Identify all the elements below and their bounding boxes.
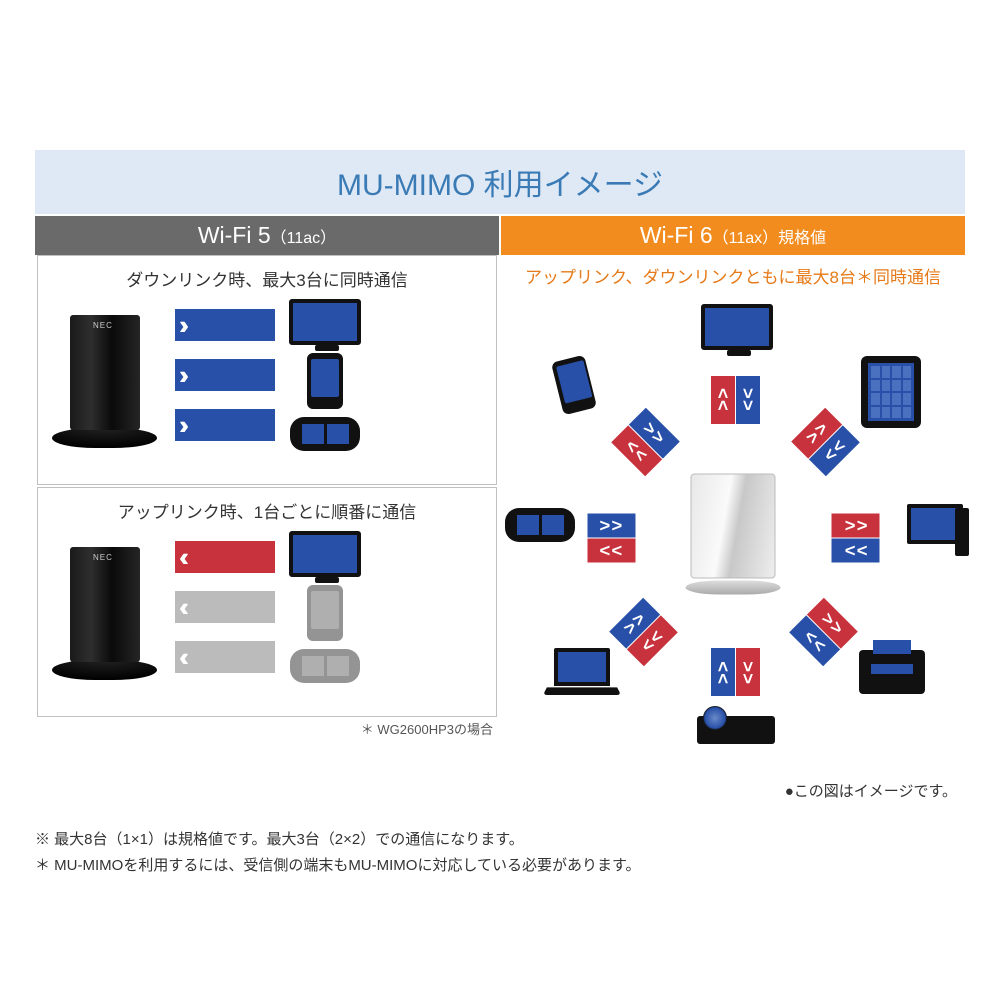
bd-player-icon (697, 716, 765, 776)
uplink-arrow-disabled-icon: ‹‹‹ (175, 591, 275, 623)
downlink-arrow-icon: ››› (175, 359, 275, 391)
laptop-icon (545, 648, 613, 708)
bidir-arrow-icon: ˄˄˅˅ (588, 514, 636, 563)
wifi6-column: Wi-Fi 6（11ax）規格値 アップリンク、ダウンリンクともに最大8台＊同時… (501, 216, 965, 801)
downlink-arrow-icon: ››› (175, 309, 275, 341)
router-black-icon: NEC (52, 535, 157, 680)
wifi6-header-main: Wi-Fi 6 (640, 222, 713, 248)
footnote-2: ＊ MU-MIMOを利用するには、受信側の端末もMU-MIMOに対応している必要… (35, 853, 965, 879)
image-disclaimer-note: ●この図はイメージです。 (501, 780, 957, 801)
bidir-arrow-icon: ˄˄˅˅ (609, 598, 678, 667)
wifi5-column: Wi-Fi 5（11ac） ダウンリンク時、最大3台に同時通信 NEC ››› … (35, 216, 499, 801)
phone-disabled-icon (307, 585, 343, 641)
tv-icon (701, 304, 769, 364)
wifi5-header-main: Wi-Fi 5 (198, 222, 271, 248)
phone-icon (557, 358, 625, 418)
pc-desktop-icon (899, 504, 967, 564)
bidir-arrow-icon: ˄˄˅˅ (711, 648, 760, 696)
main-title: MU-MIMO 利用イメージ (35, 150, 965, 214)
wifi5-header: Wi-Fi 5（11ac） (35, 216, 499, 255)
tv-icon (289, 299, 361, 345)
router-silver-icon (686, 474, 781, 599)
tv-icon (289, 531, 361, 577)
phone-icon (307, 353, 343, 409)
downlink-arrow-icon: ››› (175, 409, 275, 441)
wifi6-radial-diagram: ˄˄˅˅ ˄˄˅˅ ˄˄˅˅ ˄˄˅˅ ˄˄˅˅ ˄˄˅˅ ˄˄˅˅ ˄˄˅˅ (501, 296, 965, 776)
bidir-arrow-icon: ˄˄˅˅ (711, 376, 760, 424)
wifi6-header-sub: （11ax）規格値 (713, 230, 827, 247)
footnotes: ※ 最大8台（1×1）は規格値です。最大3台（2×2）での通信になります。 ＊ … (35, 827, 965, 878)
wifi5-uplink-title: アップリンク時、1台ごとに順番に通信 (52, 498, 482, 523)
uplink-arrow-icon: ‹‹‹ (175, 541, 275, 573)
footnote-1: ※ 最大8台（1×1）は規格値です。最大3台（2×2）での通信になります。 (35, 827, 965, 853)
wifi5-uplink-panel: アップリンク時、1台ごとに順番に通信 NEC ‹‹‹ ‹‹‹ ‹‹‹ (37, 487, 497, 717)
router-black-icon: NEC (52, 303, 157, 448)
bidir-arrow-icon: ˄˄˅˅ (832, 514, 880, 563)
wifi6-header: Wi-Fi 6（11ax）規格値 (501, 216, 965, 255)
wifi5-model-note: ＊ WG2600HP3の場合 (41, 719, 493, 738)
uplink-arrow-disabled-icon: ‹‹‹ (175, 641, 275, 673)
printer-icon (859, 650, 927, 710)
wifi5-downlink-title: ダウンリンク時、最大3台に同時通信 (52, 266, 482, 291)
handheld-icon (505, 508, 573, 568)
bidir-arrow-icon: ˄˄˅˅ (791, 408, 860, 477)
bidir-arrow-icon: ˄˄˅˅ (789, 598, 858, 667)
wifi5-header-sub: （11ac） (271, 230, 337, 247)
wifi6-subtitle: アップリンク、ダウンリンクともに最大8台＊同時通信 (501, 255, 965, 296)
handheld-disabled-icon (290, 649, 360, 683)
tablet-icon (861, 356, 929, 416)
wifi5-downlink-panel: ダウンリンク時、最大3台に同時通信 NEC ››› ››› ››› (37, 255, 497, 485)
handheld-icon (290, 417, 360, 451)
